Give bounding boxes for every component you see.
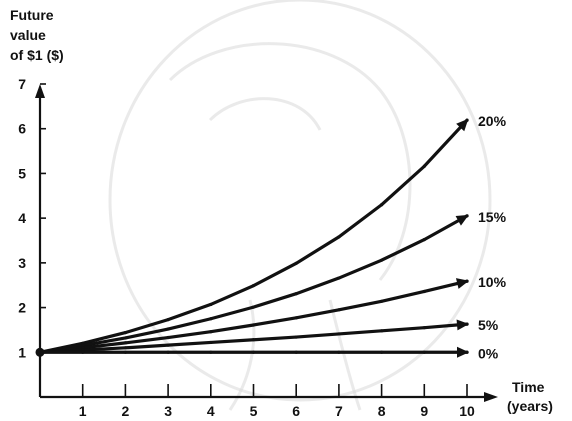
x-axis-title: Time (years): [507, 379, 553, 414]
series-label: 5%: [478, 317, 499, 333]
y-tick-label: 6: [18, 121, 26, 137]
data-point: [422, 164, 426, 168]
x-tick-label: 2: [122, 403, 130, 419]
x-tick-label: 4: [207, 403, 215, 419]
x-tick-label: 8: [378, 403, 386, 419]
series-arrow-icon: [455, 214, 469, 226]
data-point: [422, 350, 426, 354]
x-ticks: 1 2 3 4 5 6 7 8 9 10: [79, 384, 475, 419]
series-arrow-icon: [456, 319, 469, 331]
data-point: [81, 350, 85, 354]
data-point: [209, 302, 213, 307]
data-point: [251, 284, 256, 288]
data-point: [380, 350, 384, 354]
x-tick-label: 10: [459, 403, 475, 419]
x-tick-label: 7: [335, 403, 343, 419]
data-point: [380, 203, 384, 207]
y-tick-label: 2: [18, 300, 26, 316]
data-point: [337, 235, 341, 239]
data-point: [166, 318, 170, 322]
x-axis-title-line-1: Time: [512, 379, 545, 395]
data-point: [251, 305, 256, 309]
data-point: [294, 350, 298, 354]
data-point: [337, 308, 341, 312]
y-axis-title-line-2: value: [10, 27, 46, 43]
series-label: 10%: [478, 274, 507, 290]
x-axis-title-line-2: (years): [507, 398, 553, 414]
data-point: [380, 258, 384, 262]
y-tick-label: 7: [18, 76, 26, 92]
data-point: [294, 292, 298, 296]
x-axis-arrow-icon: [484, 392, 498, 402]
x-tick-label: 1: [79, 403, 87, 419]
x-tick-label: 6: [292, 403, 300, 419]
data-point: [166, 350, 170, 354]
data-point: [166, 343, 170, 347]
data-point: [380, 299, 384, 303]
series-arrow-icon: [455, 278, 469, 289]
data-point: [209, 350, 213, 354]
y-tick-label: 3: [18, 255, 26, 271]
x-tick-label: 9: [420, 403, 428, 419]
y-tick-label: 5: [18, 165, 26, 181]
x-tick-label: 5: [250, 403, 258, 419]
data-point: [209, 330, 213, 334]
data-point: [251, 350, 256, 354]
data-point: [294, 261, 298, 265]
y-tick-label: 1: [18, 344, 26, 360]
series-label: 0%: [478, 345, 499, 361]
data-point: [123, 336, 127, 340]
y-tick-label: 4: [18, 210, 26, 226]
series-lines: [35, 118, 469, 358]
data-point: [166, 335, 170, 340]
data-point: [337, 332, 341, 336]
elephant-watermark-icon: [108, 0, 492, 411]
y-axis-title-line-3: of $1 ($): [10, 47, 64, 63]
origin-point-marker: [35, 347, 45, 357]
y-axis-title: Future value of $1 ($): [10, 7, 64, 63]
data-point: [123, 341, 127, 345]
data-point: [294, 335, 298, 339]
data-point: [209, 340, 213, 345]
data-point: [422, 289, 426, 294]
series-arrow-icon: [457, 346, 469, 358]
y-ticks: 1 2 3 4 5 6 7: [18, 76, 46, 360]
y-axis-arrow-icon: [35, 84, 45, 98]
series-label: 15%: [478, 209, 507, 225]
axes: [35, 84, 498, 402]
data-point: [380, 329, 384, 333]
data-point: [166, 327, 170, 331]
x-tick-label: 3: [164, 403, 172, 419]
data-point: [209, 317, 213, 321]
data-point: [337, 276, 341, 280]
data-point: [123, 346, 127, 350]
series-arrow-icon: [456, 118, 469, 132]
series-labels: 20% 15% 10% 5% 0%: [478, 113, 507, 361]
data-point: [251, 323, 256, 327]
y-axis-title-line-1: Future: [10, 7, 54, 23]
data-point: [337, 350, 341, 354]
data-point: [251, 338, 256, 342]
series-label: 20%: [478, 113, 507, 129]
data-point: [123, 350, 127, 354]
data-point: [422, 238, 426, 242]
data-point: [422, 326, 426, 330]
data-point: [123, 331, 127, 335]
data-point: [294, 316, 298, 320]
